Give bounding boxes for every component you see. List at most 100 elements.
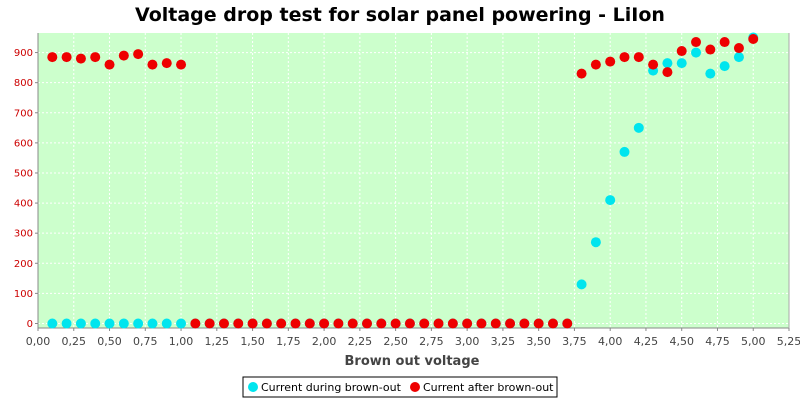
data-point [90, 52, 101, 63]
data-point [304, 318, 315, 329]
x-tick-label: 5,25 [777, 335, 800, 348]
data-point [576, 68, 587, 79]
data-point [490, 318, 501, 329]
x-tick-label: 0,25 [62, 335, 87, 348]
data-point [719, 61, 730, 72]
data-point [633, 52, 644, 63]
x-tick-label: 4,50 [669, 335, 694, 348]
data-point [648, 59, 659, 70]
data-point [605, 56, 616, 67]
series-after-brown-out [47, 34, 759, 329]
y-tick-label: 300 [14, 229, 33, 240]
x-axis-label: Brown out voltage [345, 354, 480, 369]
data-point [347, 318, 358, 329]
data-point [319, 318, 330, 329]
x-tick-label: 0,50 [97, 335, 122, 348]
data-point [75, 53, 86, 64]
data-point [133, 49, 144, 60]
legend-label: Current after brown-out [423, 381, 554, 394]
data-point [404, 318, 415, 329]
data-point [519, 318, 530, 329]
data-point [691, 47, 702, 58]
x-tick-label: 3,75 [562, 335, 587, 348]
x-tick-label: 3,25 [491, 335, 516, 348]
data-point [104, 59, 115, 70]
x-tick-label: 2,75 [419, 335, 444, 348]
data-point [61, 52, 72, 63]
legend-box [242, 376, 558, 398]
plot-area: 0 100 200 300 400 500 600 700 800 900 0,00 0,25 0,50… [14, 32, 800, 348]
data-point [204, 318, 215, 329]
data-point [290, 318, 301, 329]
legend-label: Current during brown-out [261, 381, 402, 394]
data-point [147, 59, 158, 70]
y-tick-label: 700 [14, 108, 33, 119]
x-tick-label: 2,25 [348, 335, 373, 348]
data-point [433, 318, 444, 329]
data-point [190, 318, 201, 329]
data-point [218, 318, 229, 329]
data-point [161, 58, 172, 69]
data-point [47, 52, 58, 63]
y-tick-label: 0 [27, 319, 33, 330]
x-tick-label: 1,75 [276, 335, 301, 348]
data-point [576, 279, 587, 290]
x-tick-label: 2,00 [312, 335, 337, 348]
data-point [147, 318, 158, 329]
x-tick-label: 4,25 [634, 335, 659, 348]
data-point [691, 37, 702, 48]
data-point [276, 318, 287, 329]
data-point [118, 50, 129, 61]
data-point [605, 195, 616, 206]
data-point [662, 67, 673, 78]
data-point [633, 122, 644, 133]
data-point [61, 318, 72, 329]
x-tick-label: 1,50 [240, 335, 265, 348]
data-point [476, 318, 487, 329]
y-tick-label: 600 [14, 138, 33, 149]
data-point [619, 52, 630, 63]
data-point [562, 318, 573, 329]
data-point [447, 318, 458, 329]
legend: Current during brown-out Current after br… [242, 376, 558, 398]
data-point [104, 318, 115, 329]
data-point [133, 318, 144, 329]
data-point [590, 59, 601, 70]
data-point [261, 318, 272, 329]
legend-marker [248, 382, 258, 392]
data-point [47, 318, 58, 329]
x-tick-label: 3,00 [455, 335, 480, 348]
data-point [619, 146, 630, 157]
data-point [176, 59, 187, 70]
data-point [505, 318, 516, 329]
x-tick-label: 1,25 [205, 335, 230, 348]
data-point [676, 46, 687, 57]
x-tick-label: 2,50 [383, 335, 408, 348]
x-tick-label: 3,50 [526, 335, 551, 348]
data-point [590, 237, 601, 248]
plot-background [38, 33, 789, 328]
data-point [90, 318, 101, 329]
y-tick-label: 200 [14, 259, 33, 270]
data-point [176, 318, 187, 329]
y-tick-label: 500 [14, 168, 33, 179]
data-point [547, 318, 558, 329]
data-point [161, 318, 172, 329]
data-point [705, 44, 716, 55]
y-tick-label: 900 [14, 48, 33, 59]
data-point [719, 37, 730, 48]
data-point [733, 52, 744, 63]
legend-marker [410, 382, 420, 392]
chart-title: Voltage drop test for solar panel poweri… [135, 4, 665, 26]
x-tick-label: 4,75 [705, 335, 730, 348]
data-point [676, 58, 687, 69]
x-tick-label: 4,00 [598, 335, 623, 348]
data-point [748, 34, 759, 45]
data-point [233, 318, 244, 329]
data-point [733, 43, 744, 54]
y-tick-label: 400 [14, 199, 33, 210]
data-point [533, 318, 544, 329]
data-point [75, 318, 86, 329]
